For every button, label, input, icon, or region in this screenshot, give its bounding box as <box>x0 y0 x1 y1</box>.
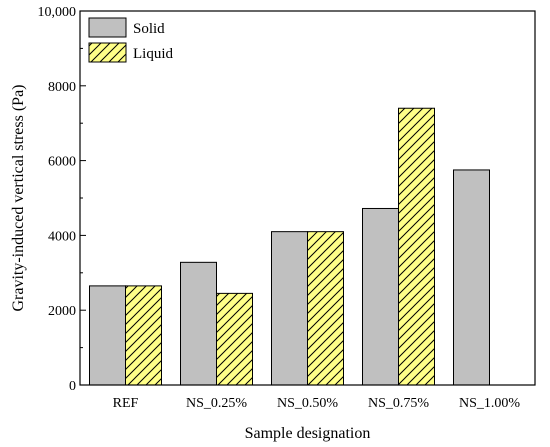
bar-solid-3 <box>362 207 399 386</box>
y-axis: 0 2000 4000 6000 8000 10,000 <box>38 5 86 394</box>
legend-swatch-liquid <box>88 42 127 63</box>
legend-label-liquid: Liquid <box>133 46 173 62</box>
bar-solid-0 <box>89 285 126 386</box>
bars-layer <box>89 107 490 386</box>
bar-liquid-2 <box>307 231 344 386</box>
y-tick-label: 0 <box>69 379 76 394</box>
legend-label-solid: Solid <box>133 21 165 37</box>
bar-liquid-0 <box>125 285 162 386</box>
legend-swatch-solid <box>88 17 127 38</box>
x-tick-label: NS_0.25% <box>186 396 247 411</box>
x-axis-label: Sample designation <box>245 425 371 442</box>
bar-liquid-3 <box>398 107 435 386</box>
y-tick-label: 4000 <box>48 229 76 244</box>
y-tick-label: 8000 <box>48 80 76 95</box>
legend: Solid Liquid <box>88 17 173 63</box>
x-tick-label: NS_1.00% <box>459 396 520 411</box>
y-tick-label: 2000 <box>48 304 76 319</box>
bar-liquid-1 <box>216 292 253 386</box>
bar-solid-1 <box>180 261 217 386</box>
y-tick-label: 6000 <box>48 155 76 170</box>
bar-solid-2 <box>271 231 308 386</box>
x-axis: REF NS_0.25% NS_0.50% NS_0.75% NS_1.00% <box>113 379 520 411</box>
x-tick-label: REF <box>113 396 139 411</box>
x-tick-label: NS_0.75% <box>368 396 429 411</box>
y-axis-label: Gravity-induced vertical stress (Pa) <box>10 84 27 311</box>
bar-solid-4 <box>453 169 490 386</box>
x-tick-label: NS_0.50% <box>277 396 338 411</box>
y-tick-label: 10,000 <box>38 5 77 20</box>
